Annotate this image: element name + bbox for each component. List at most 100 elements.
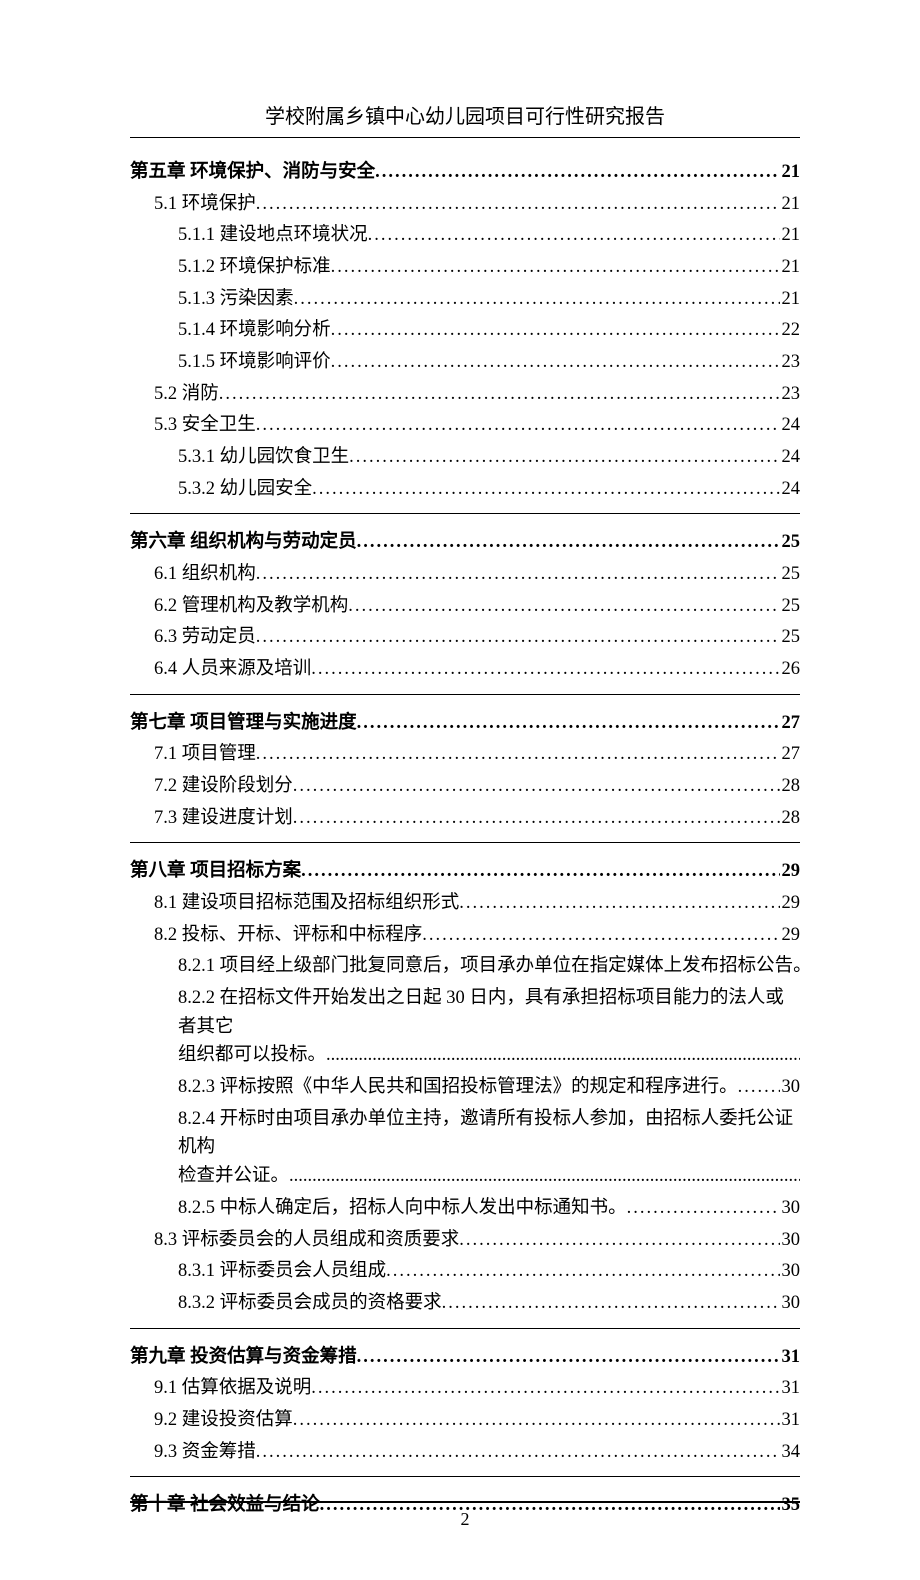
toc-entry-label: 6.4 人员来源及培训 <box>154 655 311 684</box>
toc-entry-page: 21 <box>780 158 801 187</box>
toc-entry-page: 21 <box>780 221 801 250</box>
toc-entry-page: 31 <box>780 1406 801 1435</box>
toc-leader-dots: ........................................… <box>738 1073 780 1102</box>
toc-entry-label: 8.3.2 评标委员会成员的资格要求 <box>178 1289 442 1318</box>
toc-leader-dots: ........................................… <box>219 380 780 409</box>
toc-leader-dots: ........................................… <box>312 475 779 504</box>
toc-leader-dots: ........................................… <box>459 889 779 918</box>
toc-section: 5.3 安全卫生................................… <box>130 411 800 440</box>
toc-entry-page: 25 <box>780 528 801 557</box>
toc-section: 8.1 建设项目招标范围及招标组织形式.....................… <box>130 889 800 918</box>
toc-entry-label: 8.2 投标、开标、评标和中标程序 <box>154 921 422 950</box>
toc-entry-label: 5.1 环境保护 <box>154 190 256 219</box>
toc-leader-dots: ........................................… <box>256 190 780 219</box>
toc-separator <box>130 842 800 843</box>
toc-subsection: 5.1.4 环境影响分析............................… <box>130 316 800 345</box>
toc-entry-page: 23 <box>780 348 801 377</box>
toc-entry-page: 25 <box>780 560 801 589</box>
toc-leader-dots: ........................................… <box>442 1289 780 1318</box>
toc-leader-dots: ........................................… <box>289 1162 800 1191</box>
toc-entry-label: 5.3 安全卫生 <box>154 411 256 440</box>
toc-chapter: 第六章 组织机构与劳动定员...........................… <box>130 528 800 557</box>
toc-entry-label: 6.1 组织机构 <box>154 560 256 589</box>
toc-section: 6.1 组织机构................................… <box>130 560 800 589</box>
toc-leader-dots: ........................................… <box>368 221 780 250</box>
toc-entry-page: 28 <box>780 804 801 833</box>
toc-entry-label: 第九章 投资估算与资金筹措 <box>130 1343 357 1372</box>
toc-entry-label: 8.3.1 评标委员会人员组成 <box>178 1257 386 1286</box>
toc-section: 7.3 建设进度计划..............................… <box>130 804 800 833</box>
toc-section: 6.2 管理机构及教学机构...........................… <box>130 592 800 621</box>
toc-entry-page: 29 <box>780 857 801 886</box>
toc-leader-dots: ........................................… <box>459 1226 779 1255</box>
toc-section: 6.3 劳动定员................................… <box>130 623 800 652</box>
toc-section: 5.2 消防..................................… <box>130 380 800 409</box>
toc-leader-dots: ........................................… <box>326 1041 800 1070</box>
toc-entry-label: 8.1 建设项目招标范围及招标组织形式 <box>154 889 459 918</box>
toc-entry-page: 27 <box>780 740 801 769</box>
toc-subsection: 5.1.3 污染因素..............................… <box>130 285 800 314</box>
toc-section: 9.1 估算依据及说明.............................… <box>130 1374 800 1403</box>
toc-entry-page: 28 <box>780 772 801 801</box>
toc-subsection-multiline: 8.2.2 在招标文件开始发出之日起 30 日内，具有承担招标项目能力的法人或者… <box>130 984 800 1070</box>
toc-entry-page: 24 <box>780 411 801 440</box>
toc-entry-label: 第五章 环境保护、消防与安全 <box>130 158 375 187</box>
toc-leader-dots: ........................................… <box>293 804 780 833</box>
toc-leader-dots: ........................................… <box>349 443 779 472</box>
toc-entry-label: 8.2.1 项目经上级部门批复同意后，项目承办单位在指定媒体上发布招标公告。 <box>178 952 800 981</box>
toc-leader-dots: ........................................… <box>256 560 780 589</box>
toc-leader-dots: ........................................… <box>294 285 780 314</box>
toc-entry-label: 第八章 项目招标方案 <box>130 857 301 886</box>
toc-leader-dots: ........................................… <box>331 316 780 345</box>
toc-entry-label: 5.1.1 建设地点环境状况 <box>178 221 368 250</box>
toc-subsection: 8.2.1 项目经上级部门批复同意后，项目承办单位在指定媒体上发布招标公告。 2… <box>130 952 800 981</box>
toc-entry-page: 25 <box>780 623 801 652</box>
toc-entry-label: 9.3 资金筹措 <box>154 1438 256 1467</box>
toc-subsection: 8.2.5 中标人确定后，招标人向中标人发出中标通知书。............… <box>130 1194 800 1223</box>
toc-subsection: 5.1.5 环境影响评价............................… <box>130 348 800 377</box>
toc-entry-page: 21 <box>780 285 801 314</box>
toc-leader-dots: ........................................… <box>256 623 780 652</box>
toc-subsection: 5.3.2 幼儿园安全.............................… <box>130 475 800 504</box>
toc-entry-page: 21 <box>780 253 801 282</box>
toc-separator <box>130 513 800 514</box>
toc-entry-label: 8.2.3 评标按照《中华人民共和国招投标管理法》的规定和程序进行。 <box>178 1073 738 1102</box>
toc-leader-dots: ........................................… <box>256 740 780 769</box>
document-page: 学校附属乡镇中心幼儿园项目可行性研究报告 第五章 环境保护、消防与安全.....… <box>0 0 920 1580</box>
toc-leader-dots: ........................................… <box>357 1343 780 1372</box>
toc-entry-label: 7.2 建设阶段划分 <box>154 772 293 801</box>
toc-entry-label: 5.1.2 环境保护标准 <box>178 253 331 282</box>
toc-entry-label-cont: 组织都可以投标。 <box>178 1041 326 1070</box>
toc-section: 6.4 人员来源及培训.............................… <box>130 655 800 684</box>
toc-leader-dots: ........................................… <box>293 772 780 801</box>
toc-section: 8.2 投标、开标、评标和中标程序.......................… <box>130 921 800 950</box>
toc-entry-label: 8.2.5 中标人确定后，招标人向中标人发出中标通知书。 <box>178 1194 627 1223</box>
toc-leader-dots: ........................................… <box>348 592 779 621</box>
toc-entry-label-cont: 检查并公证。 <box>178 1162 289 1191</box>
toc-entry-label: 7.1 项目管理 <box>154 740 256 769</box>
toc-chapter: 第九章 投资估算与资金筹措...........................… <box>130 1343 800 1372</box>
toc-entry-label: 5.1.5 环境影响评价 <box>178 348 331 377</box>
toc-entry-page: 23 <box>780 380 801 409</box>
toc-separator <box>130 1328 800 1329</box>
toc-subsection: 8.3.1 评标委员会人员组成.........................… <box>130 1257 800 1286</box>
toc-entry-label: 9.2 建设投资估算 <box>154 1406 293 1435</box>
toc-entry-label: 第七章 项目管理与实施进度 <box>130 709 357 738</box>
toc-entry-label: 9.1 估算依据及说明 <box>154 1374 311 1403</box>
toc-subsection: 5.3.1 幼儿园饮食卫生...........................… <box>130 443 800 472</box>
toc-leader-dots: ........................................… <box>311 655 779 684</box>
toc-entry-label: 5.1.4 环境影响分析 <box>178 316 331 345</box>
toc-entry-page: 21 <box>780 190 801 219</box>
toc-leader-dots: ........................................… <box>357 709 780 738</box>
toc-leader-dots: ........................................… <box>293 1406 780 1435</box>
page-number: 2 <box>130 1509 800 1530</box>
toc-section: 9.2 建设投资估算..............................… <box>130 1406 800 1435</box>
toc-entry-page: 29 <box>780 921 801 950</box>
toc-entry-page: 25 <box>780 592 801 621</box>
toc-entry-page: 27 <box>780 709 801 738</box>
toc-entry-label: 5.3.2 幼儿园安全 <box>178 475 312 504</box>
toc-separator <box>130 694 800 695</box>
toc-separator <box>130 1476 800 1477</box>
toc-section: 7.1 项目管理................................… <box>130 740 800 769</box>
toc-entry-page: 24 <box>780 475 801 504</box>
